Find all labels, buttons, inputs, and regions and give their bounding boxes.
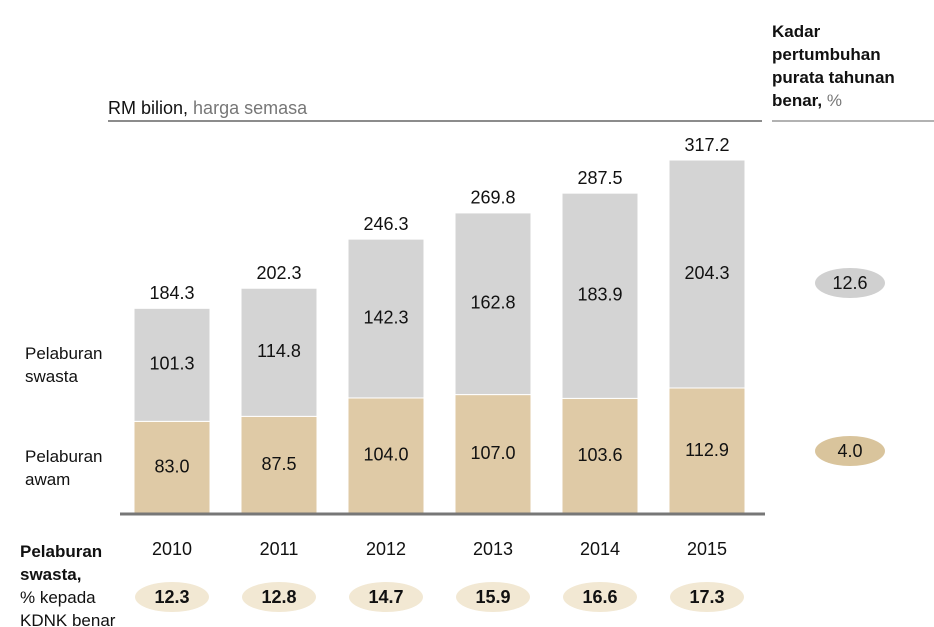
share-badge (670, 582, 744, 612)
growth-unit: % (826, 91, 842, 110)
value-label: 101.3 (149, 354, 194, 374)
share-badge (456, 582, 530, 612)
total-label: 246.3 (363, 214, 408, 234)
x-tick-label: 2013 (473, 539, 513, 559)
bar-segment (561, 192, 639, 399)
bar-segment (668, 387, 746, 515)
bar-segment (454, 212, 532, 396)
value-label: 204.3 (684, 263, 729, 283)
unit-header: RM bilion, harga semasa (108, 97, 307, 120)
value-label: 107.0 (470, 443, 515, 463)
value-label: 142.3 (363, 307, 408, 327)
growth-badge (815, 436, 885, 467)
growth-badge (815, 268, 885, 299)
total-label: 269.8 (470, 188, 515, 208)
bar-segment (133, 420, 211, 515)
value-label: 104.0 (363, 445, 408, 465)
growth-header: Kadar pertumbuhan purata tahunan benar, … (772, 20, 932, 112)
x-tick-label: 2015 (687, 539, 727, 559)
share-title: Pelaburan swasta, (20, 542, 103, 584)
bar-segment (240, 287, 318, 417)
total-label: 202.3 (256, 263, 301, 283)
legend-label: Pelaburan swasta (25, 343, 103, 386)
share-value: 15.9 (475, 587, 510, 607)
share-badge (349, 582, 423, 612)
growth-value: 4.0 (837, 441, 862, 461)
value-label: 112.9 (685, 440, 729, 460)
unit-note: harga semasa (193, 98, 308, 118)
growth-value: 12.6 (832, 273, 867, 293)
value-label: 114.8 (257, 341, 301, 361)
value-label: 162.8 (470, 292, 515, 312)
unit: RM bilion, (108, 98, 189, 118)
value-label: 183.9 (577, 285, 622, 305)
growth-title: Kadar pertumbuhan purata tahunan benar, (772, 22, 895, 110)
share-header: Pelaburan swasta, % kepada KDNK benar (20, 540, 120, 627)
value-label: 83.0 (154, 456, 189, 476)
share-badge (563, 582, 637, 612)
x-tick-label: 2011 (260, 539, 299, 559)
bar-segment (668, 159, 746, 389)
x-tick-label: 2012 (366, 539, 406, 559)
bar-segment (454, 394, 532, 515)
share-value: 17.3 (689, 587, 724, 607)
bar-segment (347, 397, 425, 515)
x-tick-label: 2010 (152, 539, 192, 559)
total-label: 184.3 (149, 283, 194, 303)
total-label: 317.2 (684, 135, 729, 155)
x-tick-label: 2014 (580, 539, 620, 559)
value-label: 103.6 (577, 445, 622, 465)
bar-segment (133, 307, 211, 422)
bar-segment (240, 415, 318, 515)
legend-label: Pelaburan awam (25, 446, 103, 489)
bar-segment (347, 238, 425, 399)
value-label: 87.5 (261, 454, 296, 474)
share-badge (242, 582, 316, 612)
share-value: 12.3 (154, 587, 189, 607)
share-value: 14.7 (368, 587, 403, 607)
share-value: 16.6 (582, 587, 617, 607)
share-badge (135, 582, 209, 612)
total-label: 287.5 (577, 168, 622, 188)
share-value: 12.8 (261, 587, 296, 607)
share-subtitle: % kepada KDNK benar (20, 588, 116, 627)
